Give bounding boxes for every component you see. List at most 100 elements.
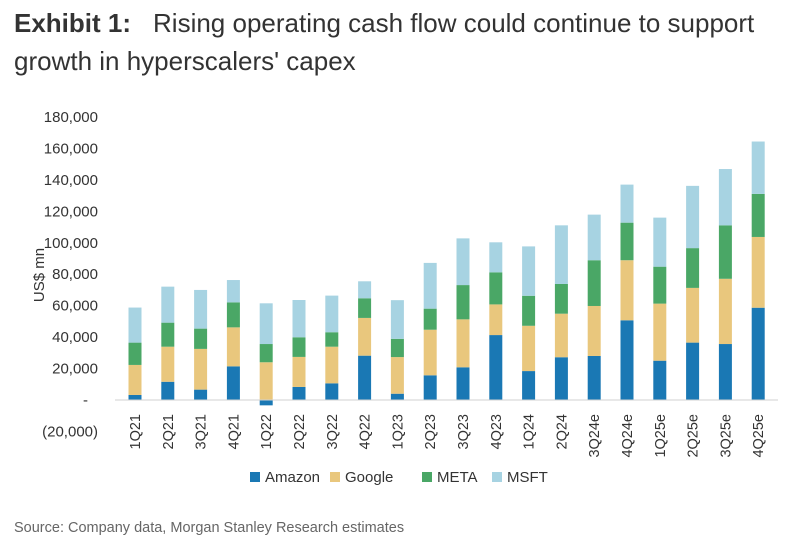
bar-amazon-4Q22 [358,355,372,400]
bar-google-2Q22 [292,356,306,387]
y-tick-label: (20,000) [42,423,98,440]
bar-amazon-4Q23 [489,335,503,400]
bar-google-4Q25e [751,236,765,308]
x-tick-label: 3Q24e [587,414,603,458]
chart-title: Exhibit 1: Rising operating cash flow cou… [14,4,800,80]
bar-msft-2Q23 [423,262,437,309]
legend-label-msft: MSFT [507,469,548,486]
bar-google-3Q25e [718,278,732,345]
bar-google-3Q21 [194,348,208,390]
y-tick-label: 120,000 [44,203,98,220]
bar-amazon-1Q23 [390,393,404,400]
bar-google-2Q23 [423,329,437,376]
x-tick-label: 1Q21 [128,414,144,449]
x-tick-label: 1Q22 [259,414,275,449]
bar-meta-4Q25e [751,193,765,237]
bar-msft-1Q25e [653,217,667,267]
bar-amazon-4Q25e [751,307,765,400]
bar-google-1Q23 [390,357,404,394]
bar-msft-4Q25e [751,141,765,194]
x-tick-label: 1Q25e [653,414,669,458]
bar-msft-4Q21 [226,280,240,303]
bar-meta-1Q21 [128,342,142,365]
bar-google-3Q24e [587,305,601,356]
x-tick-label: 2Q22 [292,414,308,449]
legend-label-meta: META [437,469,478,486]
bar-msft-1Q21 [128,307,142,343]
x-tick-label: 3Q21 [194,414,210,449]
bar-msft-3Q25e [718,169,732,226]
x-tick-label: 4Q21 [226,414,242,449]
bar-google-4Q21 [226,327,240,367]
bar-google-3Q23 [456,319,470,368]
bar-google-1Q25e [653,303,667,361]
y-tick-label: 160,000 [44,140,98,157]
legend-swatch-meta [422,472,432,482]
x-tick-label: 1Q23 [390,414,406,449]
bar-amazon-1Q24 [522,371,536,400]
bar-amazon-3Q21 [194,389,208,400]
bar-meta-3Q21 [194,328,208,349]
bar-google-1Q22 [259,362,273,400]
x-tick-label: 1Q24 [522,414,538,449]
bar-msft-3Q23 [456,238,470,286]
source-note: Source: Company data, Morgan Stanley Res… [14,520,405,536]
bar-meta-1Q25e [653,266,667,304]
bar-amazon-3Q25e [718,344,732,400]
bar-amazon-2Q22 [292,386,306,400]
y-tick-label: 40,000 [52,329,98,346]
bar-meta-2Q22 [292,337,306,357]
bar-amazon-3Q24e [587,355,601,400]
bar-google-1Q21 [128,364,142,395]
bar-meta-3Q22 [325,332,339,347]
bar-meta-3Q25e [718,225,732,279]
bar-google-2Q25e [686,287,700,343]
bar-msft-2Q25e [686,185,700,249]
bar-google-2Q24 [554,313,568,358]
bar-msft-1Q23 [390,300,404,339]
legend-swatch-amazon [250,472,260,482]
title-text: Rising operating cash flow could continu… [14,8,755,76]
bar-meta-1Q24 [522,295,536,326]
bar-meta-4Q21 [226,302,240,328]
x-tick-label: 4Q24e [620,414,636,458]
bar-google-4Q24e [620,260,634,321]
x-tick-label: 2Q23 [423,414,439,449]
legend-label-amazon: Amazon [265,469,320,486]
bar-msft-2Q24 [554,225,568,284]
y-axis-title: US$ mn [31,248,48,302]
bar-amazon-4Q24e [620,320,634,400]
y-tick-label: 140,000 [44,172,98,189]
bar-meta-2Q23 [423,308,437,330]
x-tick-label: 4Q22 [358,414,374,449]
bar-amazon-1Q22 [259,400,273,406]
bar-meta-3Q23 [456,285,470,320]
bar-amazon-1Q25e [653,360,667,400]
bar-amazon-4Q21 [226,366,240,400]
y-tick-label: 80,000 [52,266,98,283]
legend-label-google: Google [345,469,393,486]
bar-msft-4Q23 [489,242,503,273]
exhibit-label: Exhibit 1: [14,8,132,38]
legend-swatch-msft [492,472,502,482]
bar-amazon-3Q23 [456,367,470,400]
bar-google-1Q24 [522,325,536,372]
bar-amazon-1Q21 [128,394,142,400]
bar-meta-4Q22 [358,298,372,318]
x-tick-label: 3Q22 [325,414,341,449]
bar-meta-2Q24 [554,283,568,314]
bar-amazon-2Q25e [686,342,700,400]
x-tick-label: 3Q23 [456,414,472,449]
bar-google-4Q23 [489,304,503,336]
x-tick-label: 2Q24 [554,414,570,449]
bar-google-2Q21 [161,346,175,382]
x-tick-label: 2Q21 [161,414,177,449]
bar-msft-2Q21 [161,286,175,323]
x-tick-label: 2Q25e [686,414,702,458]
bar-meta-4Q24e [620,222,634,261]
bar-meta-1Q22 [259,344,273,363]
bar-msft-2Q22 [292,300,306,338]
bar-google-3Q22 [325,346,339,384]
bar-meta-2Q21 [161,322,175,347]
y-tick-label: 100,000 [44,235,98,252]
